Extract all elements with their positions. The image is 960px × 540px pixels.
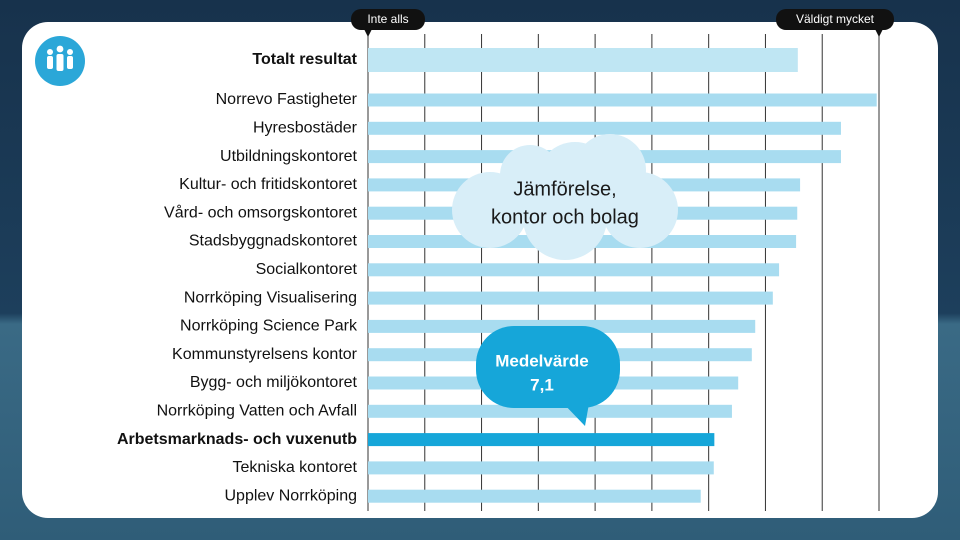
y-tick-label: Norrköping Science Park [180,318,358,335]
y-tick-label: Norrevo Fastigheter [216,91,358,108]
y-tick-label: Norrköping Visualisering [184,289,357,306]
annotation: 7,1 [530,375,554,394]
bar [368,93,877,107]
y-tick-label: Bygg- och miljökontoret [190,374,358,391]
annotation: Medelvärde [495,351,589,370]
bar [368,291,773,305]
y-tick-label: Totalt resultat [252,51,357,68]
comparison-cloud [452,134,678,260]
annotation: kontor och bolag [491,206,639,228]
group-icon [35,36,85,86]
bar [368,489,701,503]
bar [368,263,780,277]
y-tick-label: Socialkontoret [256,261,358,278]
y-tick-label: Tekniska kontoret [232,459,357,476]
y-tick-label: Upplev Norrköping [224,487,357,504]
y-tick-label: Utbildningskontoret [220,148,358,165]
bar [368,461,714,475]
bar [368,48,798,72]
y-tick-label: Kommunstyrelsens kontor [172,346,358,363]
y-tick-label: Kultur- och fritidskontoret [179,176,357,193]
bar [368,433,715,447]
bar [368,121,841,135]
tick-pill [776,9,894,30]
y-tick-label: Vård- och omsorgskontoret [164,203,358,221]
bar [368,404,732,418]
tick-pill [351,9,425,30]
annotation: Jämförelse, [513,178,616,200]
y-tick-label: Stadsbyggnadskontoret [189,233,358,250]
tick-pointer [364,29,372,37]
x-tick-label: Väldigt mycket [796,12,875,26]
mean-bubble [476,326,620,426]
y-tick-label: Arbetsmarknads- och vuxenutb [117,431,357,448]
y-tick-label: Hyresbostäder [253,120,358,137]
x-tick-label: Inte alls [367,12,408,26]
tick-pointer [875,29,883,37]
y-tick-label: Norrköping Vatten och Avfall [157,403,357,420]
